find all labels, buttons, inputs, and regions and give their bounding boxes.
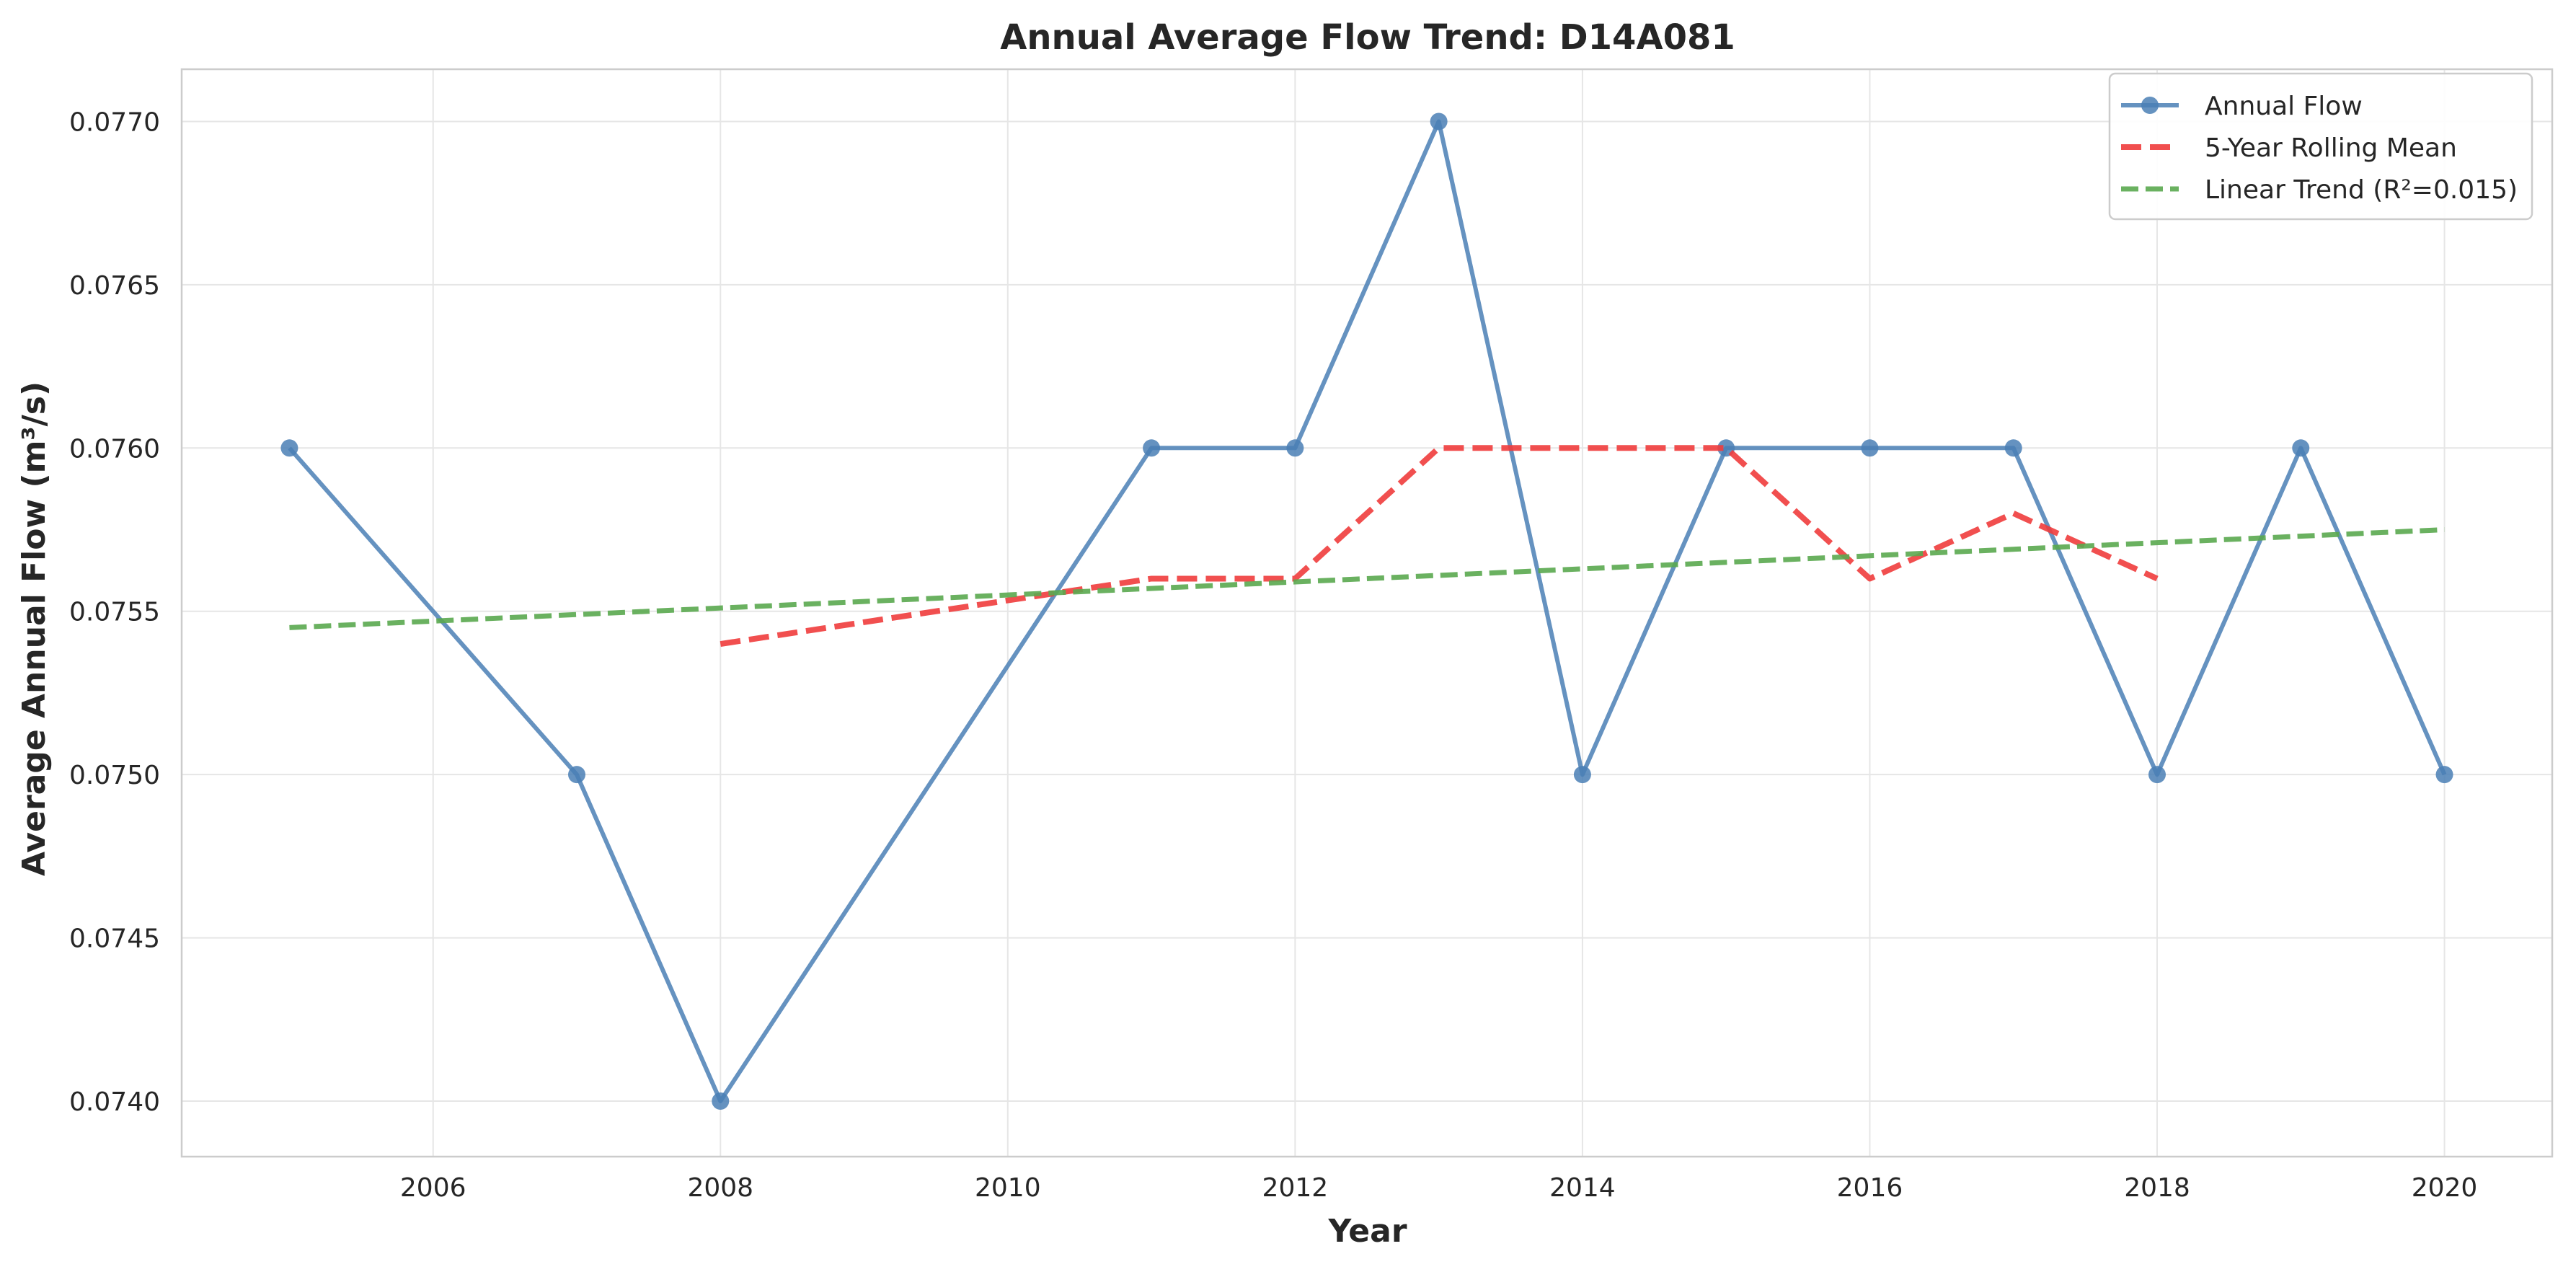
grid-lines [182,69,2552,1157]
x-tick-label: 2012 [1262,1173,1329,1203]
series-line-linear-trend-r-0-015 [289,527,2445,630]
legend-label-rolling-mean: 5-Year Rolling Mean [2205,133,2457,163]
series-linear-trend-r-0-015 [289,527,2445,630]
x-tick-label: 2008 [687,1173,753,1203]
series-5-year-rolling-mean [720,445,2159,647]
data-point [1861,439,1879,457]
y-tick-label: 0.0755 [69,598,160,627]
x-tick-label: 2018 [2124,1173,2190,1203]
legend-item-linear-trend: Linear Trend (R²=0.015) [2121,175,2518,205]
series-annual-flow [280,112,2453,1110]
legend-item-rolling-mean: 5-Year Rolling Mean [2121,133,2457,163]
y-tick-label: 0.0750 [69,761,160,790]
legend-item-annual-flow: Annual Flow [2121,92,2363,121]
x-axis-ticks: 2006 2008 2010 2012 2014 2016 2018 2020 [400,1173,2477,1203]
data-point [712,1092,730,1110]
y-tick-label: 0.0745 [69,924,160,954]
y-tick-label: 0.0740 [69,1087,160,1117]
data-point [2292,439,2310,457]
y-tick-label: 0.0760 [69,434,160,464]
data-point [1286,439,1304,457]
data-point [568,766,585,784]
legend-box [2108,72,2533,221]
x-tick-label: 2014 [1549,1173,1616,1203]
x-tick-label: 2020 [2412,1173,2478,1203]
y-axis-label: Average Annual Flow (m³/s) [16,381,53,876]
chart-title: Annual Average Flow Trend: D14A081 [1000,17,1735,58]
chart-series [280,112,2453,1110]
plot-area-frame [180,68,2554,1158]
x-tick-label: 2016 [1837,1173,1903,1203]
legend-label-linear-trend: Linear Trend (R²=0.015) [2205,175,2518,205]
series-line-5-year-rolling-mean [720,445,2159,647]
legend: Annual Flow 5-Year Rolling Mean Linear T… [2108,72,2533,221]
data-point [2004,439,2022,457]
x-tick-label: 2006 [400,1173,466,1203]
data-point [2435,766,2453,784]
y-tick-label: 0.0770 [69,107,160,137]
y-tick-label: 0.0765 [69,271,160,301]
data-point [1143,439,1161,457]
legend-label-annual-flow: Annual Flow [2205,92,2363,121]
data-point [1573,766,1591,784]
data-point [280,439,298,457]
data-point [1430,112,1448,131]
x-tick-label: 2010 [975,1173,1041,1203]
x-axis-label: Year [1327,1213,1407,1250]
y-axis-ticks: 0.0740 0.0745 0.0750 0.0755 0.0760 0.0765 0.07… [69,107,160,1117]
legend-marker-annual-flow [2141,97,2159,114]
data-point [2148,766,2166,784]
